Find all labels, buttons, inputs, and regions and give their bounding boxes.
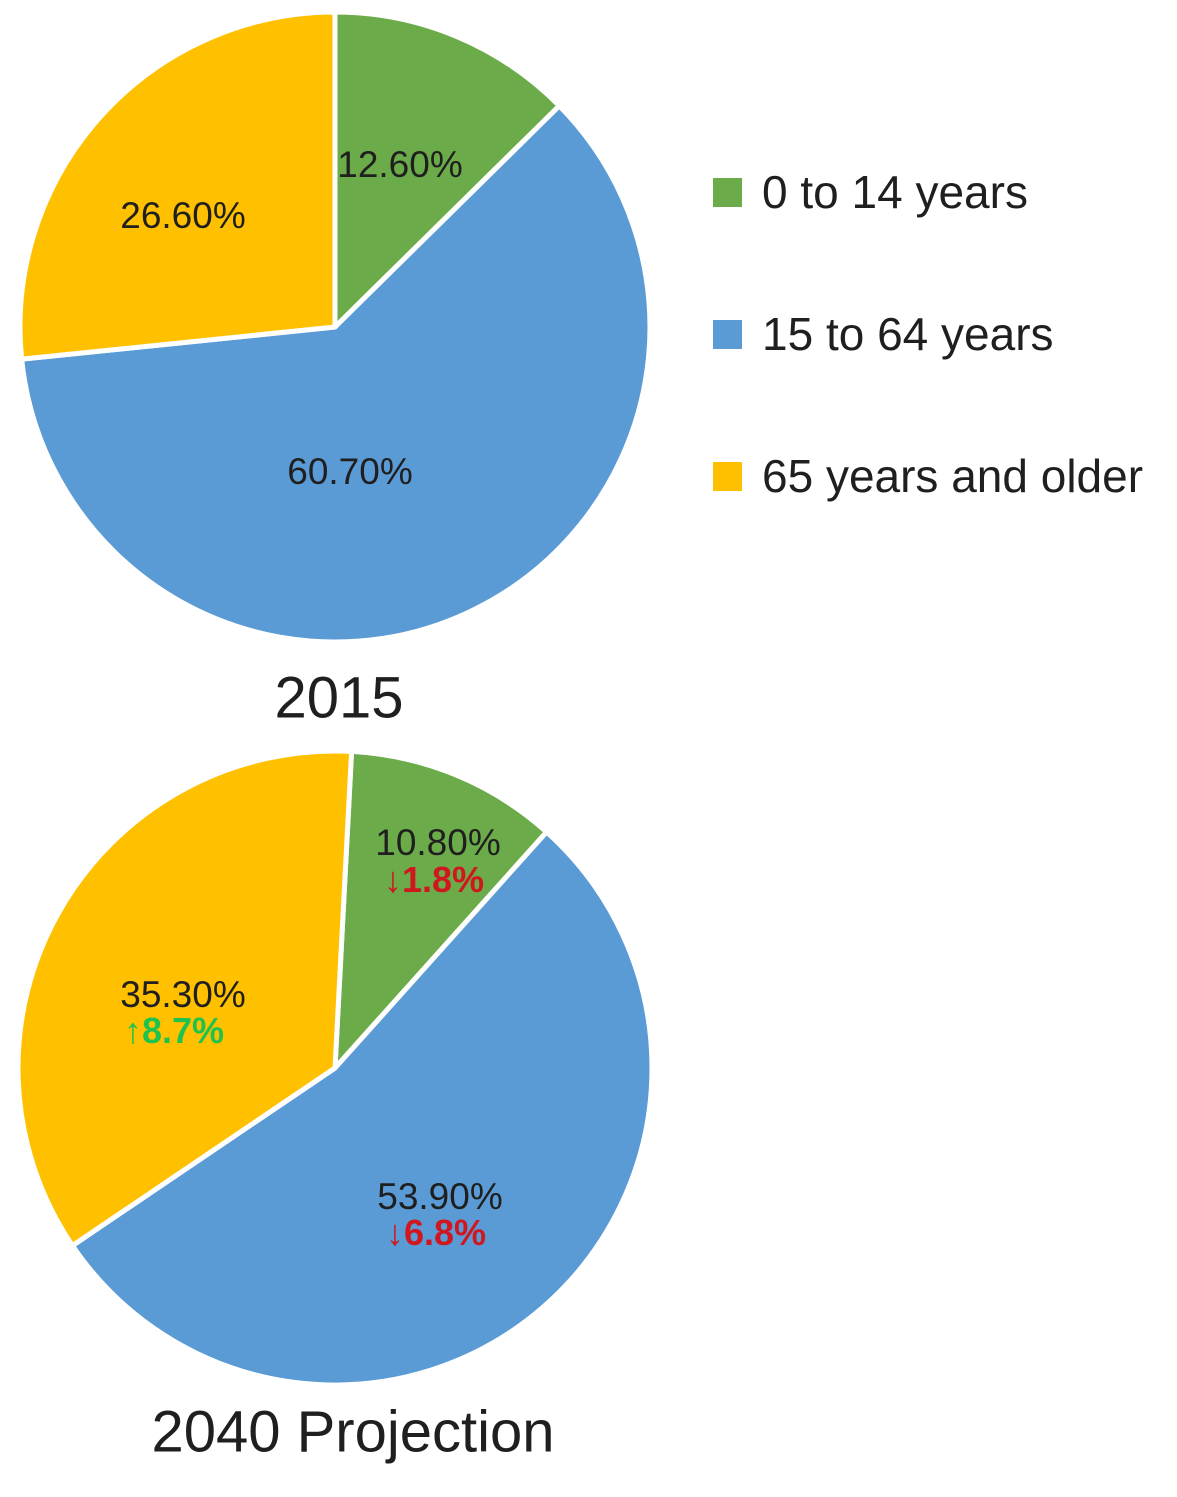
pie-2015-label-15-to-64-years: 60.70% — [287, 451, 413, 492]
pie-chart-2015 — [17, 9, 653, 645]
legend-label: 65 years and older — [762, 450, 1144, 502]
pie-2040-projection-delta-0-to-14-years: ↓1.8% — [383, 859, 485, 900]
pie-2040-projection-slice-15-to-64-years — [69, 829, 655, 1388]
pie-2040-projection-label-65-years-and-older: 35.30% — [120, 974, 246, 1015]
legend-item-15-to-64: 15 to 64 years — [713, 263, 1143, 405]
pie-2015-label-65-years-and-older: 26.60% — [120, 195, 246, 236]
legend-label: 0 to 14 years — [762, 166, 1028, 218]
pie-2015-label-0-to-14-years: 12.60% — [337, 144, 463, 185]
legend-item-0-to-14: 0 to 14 years — [713, 121, 1143, 263]
pie-2040-projection-slice-65-years-and-older — [15, 748, 355, 1249]
legend: 0 to 14 years 15 to 64 years 65 years an… — [713, 121, 1143, 547]
legend-swatch-blue-icon — [713, 319, 742, 349]
pie-2040-projection-label-15-to-64-years: 53.90% — [377, 1176, 503, 1217]
legend-label: 15 to 64 years — [762, 308, 1054, 360]
pie-2040-projection-slice-0-to-14-years — [332, 748, 550, 1071]
pie-2040-projection-delta-65-years-and-older: ↑8.7% — [123, 1010, 225, 1051]
legend-swatch-green-icon — [713, 177, 742, 207]
pie-chart-2040-projection — [15, 748, 655, 1388]
pie-2015-slice-65-years-and-older — [17, 9, 338, 362]
pie-2040-projection-delta-15-to-64-years: ↓6.8% — [385, 1212, 487, 1253]
chart-title-2040-projection: 2040 Projection — [151, 1399, 555, 1465]
pie-2040-projection-label-0-to-14-years: 10.80% — [375, 822, 501, 863]
legend-item-65-and-older: 65 years and older — [713, 405, 1143, 547]
legend-swatch-yellow-icon — [713, 461, 742, 491]
pie-2015-slice-0-to-14-years — [332, 9, 562, 330]
pie-2015-slice-15-to-64-years — [19, 103, 653, 645]
chart-title-2015: 2015 — [274, 665, 404, 731]
